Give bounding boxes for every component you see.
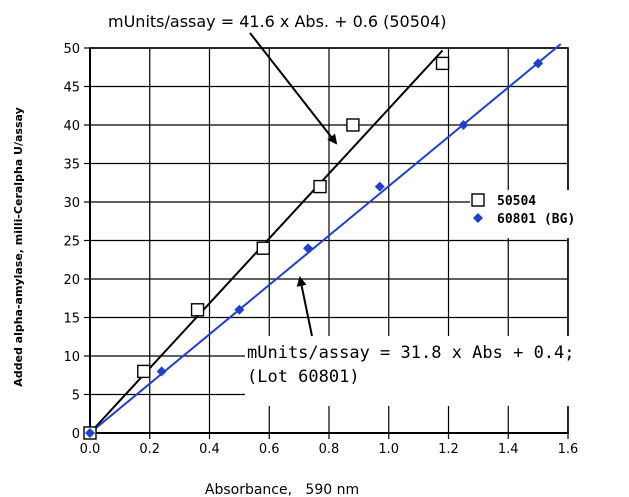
point-50504	[190, 303, 205, 317]
y-tick-label: 5	[72, 389, 80, 404]
annotation-box-60801	[245, 336, 625, 406]
y-tick-label: 40	[63, 119, 80, 134]
x-tick-label: 1.4	[498, 442, 519, 457]
tick-labels: 0.0 0.2 0.4 0.6 0.8 1.0 1.2 1.4 1.6 0 5 10 15 20 25 30 3…	[63, 42, 578, 457]
data-points	[83, 56, 544, 440]
x-tick-label: 0.6	[259, 442, 280, 457]
legend-marker-60801	[473, 213, 483, 223]
legend-marker-50504	[471, 193, 485, 207]
fit-line-60801	[89, 43, 562, 434]
plot-frame	[89, 47, 569, 434]
y-tick-label: 35	[63, 158, 80, 173]
x-tick-label: 0.4	[199, 442, 220, 457]
legend-label-50504: 50504	[497, 194, 536, 209]
x-tick-label: 0.8	[319, 442, 340, 457]
y-tick-label: 30	[63, 196, 80, 211]
point-60801	[374, 181, 385, 192]
y-tick-label: 25	[63, 235, 80, 250]
y-tick-label: 10	[63, 350, 80, 365]
y-tick-label: 50	[63, 42, 80, 57]
x-tick-label: 0.0	[80, 442, 101, 457]
point-60801	[303, 243, 314, 254]
y-tick-label: 15	[63, 312, 80, 327]
point-50504	[137, 364, 151, 379]
y-tick-label: 20	[63, 273, 80, 288]
x-tick-label: 1.2	[438, 442, 459, 457]
annotation-arrow-60801	[296, 276, 313, 337]
point-60801	[458, 120, 469, 130]
annotation-lot-60801: (Lot 60801)	[247, 367, 360, 387]
x-tick-label: 1.0	[378, 442, 399, 457]
point-60801	[156, 366, 167, 377]
annotation-equation-60801: mUnits/assay = 31.8 x Abs + 0.4;	[247, 343, 575, 363]
point-60801	[85, 428, 95, 438]
x-tick-label: 1.6	[558, 442, 579, 457]
point-50504	[313, 179, 327, 194]
annotation-equation-50504: mUnits/assay = 41.6 x Abs. + 0.6 (50504)	[108, 12, 447, 31]
legend-box	[470, 190, 610, 238]
legend: 50504 60801 (BG)	[470, 190, 610, 238]
y-axis-label: Added alpha-amylase, milli-Ceralpha U/as…	[12, 107, 25, 387]
point-50504	[346, 118, 360, 132]
annotation-arrow-50504	[249, 32, 338, 145]
y-tick-label: 0	[72, 427, 80, 442]
point-60801	[234, 304, 245, 315]
legend-label-60801: 60801 (BG)	[497, 212, 575, 227]
point-50504	[256, 241, 270, 255]
point-50504	[435, 56, 450, 71]
x-axis-label: Absorbance, 590 nm	[205, 482, 359, 497]
x-tick-label: 0.2	[139, 442, 160, 457]
point-60801	[533, 58, 544, 69]
y-tick-label: 45	[63, 81, 80, 96]
